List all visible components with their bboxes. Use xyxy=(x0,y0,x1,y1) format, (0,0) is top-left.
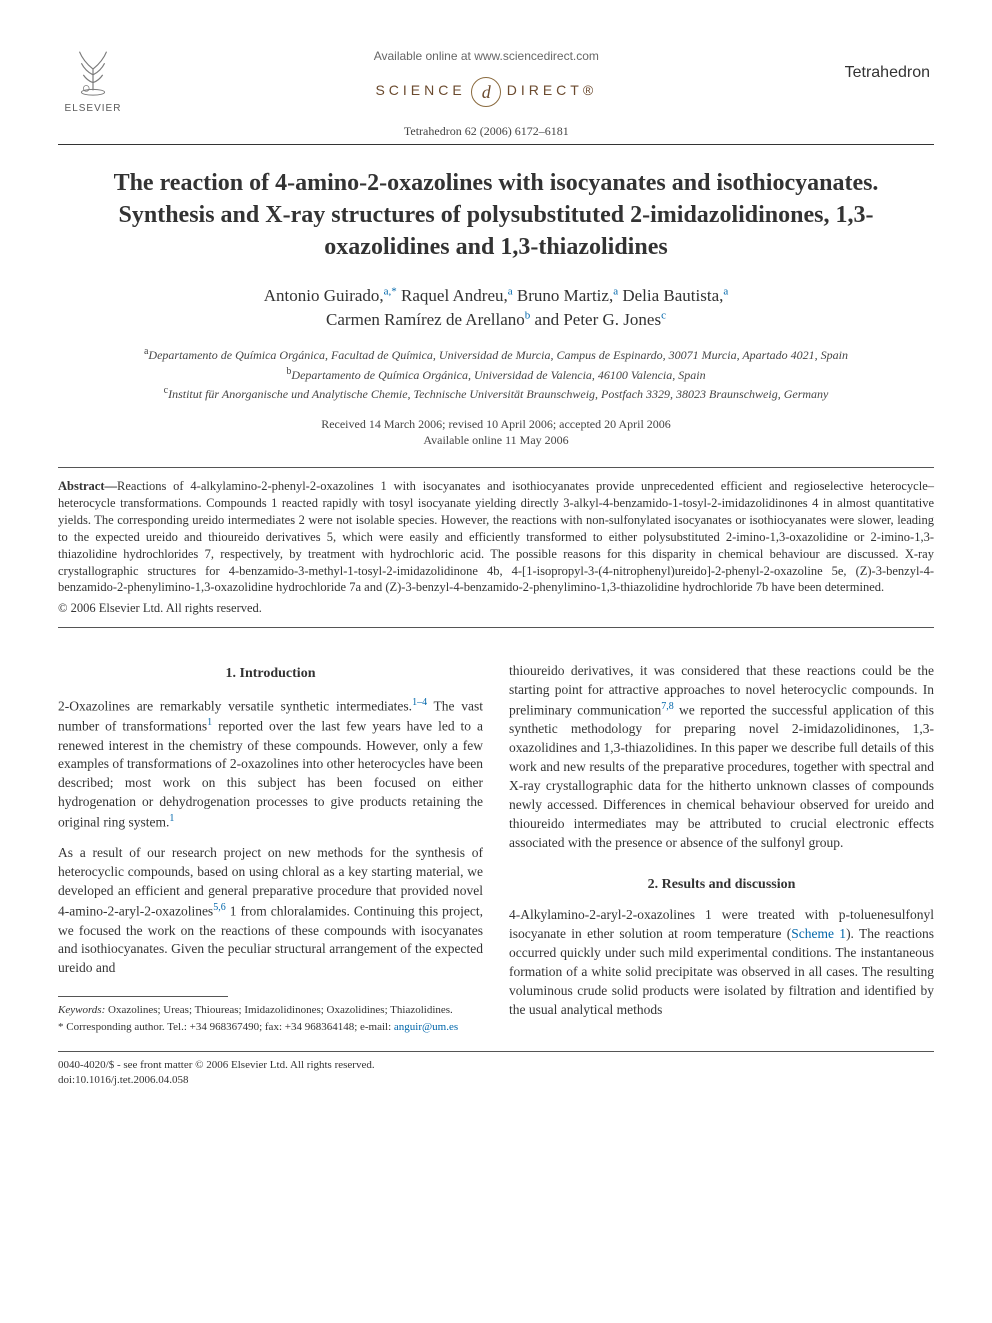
publisher-name: ELSEVIER xyxy=(58,102,128,116)
sd-text-right: DIRECT® xyxy=(507,82,597,98)
affiliation-a: Departamento de Química Orgánica, Facult… xyxy=(148,348,848,362)
abstract: Abstract—Reactions of 4-alkylamino-2-phe… xyxy=(58,478,934,617)
header-divider xyxy=(58,144,934,145)
corr-star-label: * Corresponding author. xyxy=(58,1021,167,1033)
abstract-body: Reactions of 4-alkylamino-2-phenyl-2-oxa… xyxy=(58,479,934,594)
author-6-affil[interactable]: c xyxy=(661,309,666,321)
bottom-left: 0040-4020/$ - see front matter © 2006 El… xyxy=(58,1058,375,1088)
author-3-affil[interactable]: a xyxy=(613,285,618,297)
sd-d-icon: d xyxy=(471,77,501,107)
keywords-text: Oxazolines; Ureas; Thioureas; Imidazolid… xyxy=(108,1004,453,1016)
column-right: thioureido derivatives, it was considere… xyxy=(509,662,934,1037)
abstract-top-divider xyxy=(58,467,934,468)
sd-text-left: SCIENCE xyxy=(375,82,465,98)
keywords-label: Keywords: xyxy=(58,1004,108,1016)
affiliations: aDepartamento de Química Orgánica, Facul… xyxy=(58,345,934,403)
elsevier-tree-icon xyxy=(64,42,122,100)
keywords-line: Keywords: Oxazolines; Ureas; Thioureas; … xyxy=(58,1003,483,1018)
affiliation-c: Institut für Anorganische und Analytisch… xyxy=(168,387,828,401)
intro-heading: 1. Introduction xyxy=(58,664,483,684)
author-2: Raquel Andreu, xyxy=(401,286,508,305)
intro-para-2: As a result of our research project on n… xyxy=(58,844,483,978)
publisher-logo: ELSEVIER xyxy=(58,42,128,116)
corr-email-link[interactable]: anguir@um.es xyxy=(394,1021,458,1033)
intro-para-1: 2-Oxazolines are remarkably versatile sy… xyxy=(58,696,483,833)
author-2-affil[interactable]: a xyxy=(508,285,513,297)
author-3: Bruno Martiz, xyxy=(517,286,613,305)
ref-1-4[interactable]: 1–4 xyxy=(412,697,427,708)
results-para-1: 4-Alkylamino-2-aryl-2-oxazolines 1 were … xyxy=(509,906,934,1019)
sciencedirect-logo: SCIENCE d DIRECT® xyxy=(375,77,597,107)
corr-text: Tel.: +34 968367490; fax: +34 968364148;… xyxy=(167,1021,391,1033)
ref-5-6[interactable]: 5,6 xyxy=(213,902,226,913)
abstract-label: Abstract— xyxy=(58,479,117,493)
intro-p1-a: 2-Oxazolines are remarkably versatile sy… xyxy=(58,698,412,713)
author-4: Delia Bautista, xyxy=(622,286,723,305)
results-heading: 2. Results and discussion xyxy=(509,875,934,895)
col2-para-1: thioureido derivatives, it was considere… xyxy=(509,662,934,852)
abstract-bottom-divider xyxy=(58,627,934,628)
bottom-divider xyxy=(58,1051,934,1052)
scheme-1-link[interactable]: Scheme 1 xyxy=(791,926,846,941)
bottom-meta: 0040-4020/$ - see front matter © 2006 El… xyxy=(58,1058,934,1088)
article-title: The reaction of 4-amino-2-oxazolines wit… xyxy=(78,167,914,264)
affiliation-b: Departamento de Química Orgánica, Univer… xyxy=(291,368,705,382)
dates-received: Received 14 March 2006; revised 10 April… xyxy=(321,417,671,431)
page: ELSEVIER Available online at www.science… xyxy=(0,0,992,1128)
header-center: Available online at www.sciencedirect.co… xyxy=(128,42,845,140)
author-4-affil[interactable]: a xyxy=(723,285,728,297)
article-dates: Received 14 March 2006; revised 10 April… xyxy=(58,416,934,450)
corresponding-line: * Corresponding author. Tel.: +34 968367… xyxy=(58,1020,483,1035)
doi-text: doi:10.1016/j.tet.2006.04.058 xyxy=(58,1073,375,1088)
body-columns: 1. Introduction 2-Oxazolines are remarka… xyxy=(58,662,934,1037)
abstract-copyright: © 2006 Elsevier Ltd. All rights reserved… xyxy=(58,600,934,617)
author-list: Antonio Guirado,a,* Raquel Andreu,a Brun… xyxy=(58,284,934,332)
front-matter-text: 0040-4020/$ - see front matter © 2006 El… xyxy=(58,1058,375,1073)
footnotes: Keywords: Oxazolines; Ureas; Thioureas; … xyxy=(58,1003,483,1035)
available-online-text: Available online at www.sciencedirect.co… xyxy=(128,48,845,65)
author-1-corr-star[interactable]: * xyxy=(391,285,397,297)
author-1: Antonio Guirado, xyxy=(264,286,384,305)
header-row: ELSEVIER Available online at www.science… xyxy=(58,42,934,140)
author-5: Carmen Ramírez de Arellano xyxy=(326,310,525,329)
journal-name: Tetrahedron xyxy=(845,42,934,84)
ref-7-8[interactable]: 7,8 xyxy=(661,701,674,712)
author-5-affil[interactable]: b xyxy=(525,309,531,321)
footnote-divider xyxy=(58,996,228,997)
author-and: and xyxy=(535,310,564,329)
journal-reference: Tetrahedron 62 (2006) 6172–6181 xyxy=(128,123,845,140)
dates-online: Available online 11 May 2006 xyxy=(423,433,568,447)
author-6: Peter G. Jones xyxy=(563,310,661,329)
ref-1b[interactable]: 1 xyxy=(169,813,174,824)
col2-p1-b: we reported the successful application o… xyxy=(509,702,934,849)
column-left: 1. Introduction 2-Oxazolines are remarka… xyxy=(58,662,483,1037)
intro-p1-c: reported over the last few years have le… xyxy=(58,719,483,830)
